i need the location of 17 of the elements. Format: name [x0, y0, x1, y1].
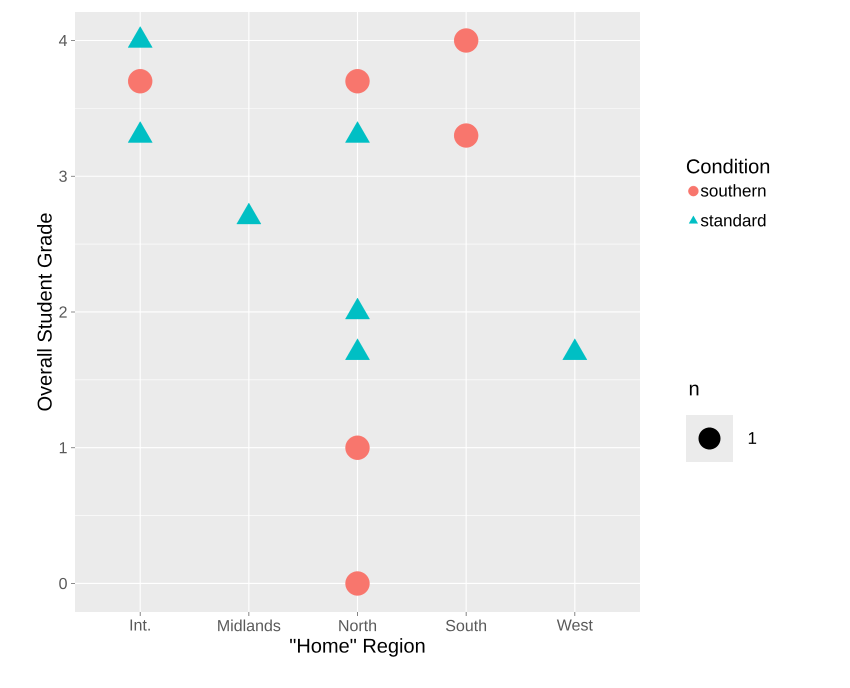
x-axis-title: "Home" Region	[290, 638, 424, 657]
x-tick-label: South	[446, 620, 486, 632]
text: n	[690, 384, 698, 396]
x-tick-label: Midlands	[218, 620, 280, 632]
legend-label: southern	[700, 184, 766, 197]
y-tick-label: 2	[59, 306, 67, 318]
x-tick-label: North	[339, 620, 376, 632]
y-tick-label: 0	[59, 578, 67, 590]
text: 1	[748, 432, 756, 444]
y-tick-label: 4	[58, 34, 68, 46]
x-tick-label: West	[556, 620, 593, 631]
y-tick-label: 3	[59, 170, 67, 182]
y-axis-title: Overall Student Grade	[37, 213, 52, 411]
legend-title: Condition	[686, 158, 770, 174]
x-tick-label: Int.	[130, 620, 150, 631]
y-tick-label: 1	[60, 442, 67, 454]
legend-label: standard	[700, 214, 766, 226]
